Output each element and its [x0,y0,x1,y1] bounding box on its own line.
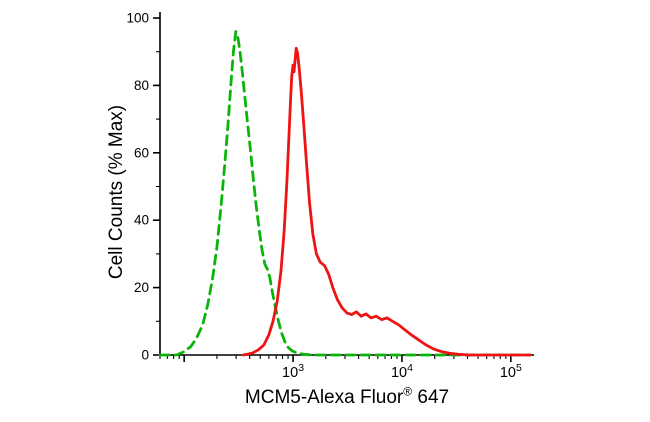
x-axis-tick-label: 105 [500,362,522,381]
tick-label-layer: 103 104 105 0 20 40 60 80 100 [126,11,522,382]
series-green-dashed [158,30,532,357]
registered-trademark-symbol: ® [403,384,413,399]
x-axis-title: MCM5-Alexa Fluor® 647 [244,384,450,409]
y-axis-title: Cell Counts (% Max) [106,105,128,279]
y-axis-tick-label: 60 [134,145,149,160]
x-axis-tick-label: 103 [282,362,304,381]
y-axis-tick-label: 100 [126,11,149,26]
y-axis-tick-label: 40 [134,213,149,228]
x-axis-title-suffix: 647 [412,387,450,408]
x-axis-title-text: MCM5-Alexa Fluor [244,387,404,408]
series-layer [158,30,532,357]
y-axis-tick-label: 0 [141,348,149,363]
y-axis-tick-label: 80 [134,78,149,93]
x-axis-tick-label: 104 [391,362,413,381]
y-axis-title-text: Cell Counts (% Max) [106,104,127,280]
series-red-solid [241,46,532,357]
y-axis-tick-label: 20 [134,280,149,295]
